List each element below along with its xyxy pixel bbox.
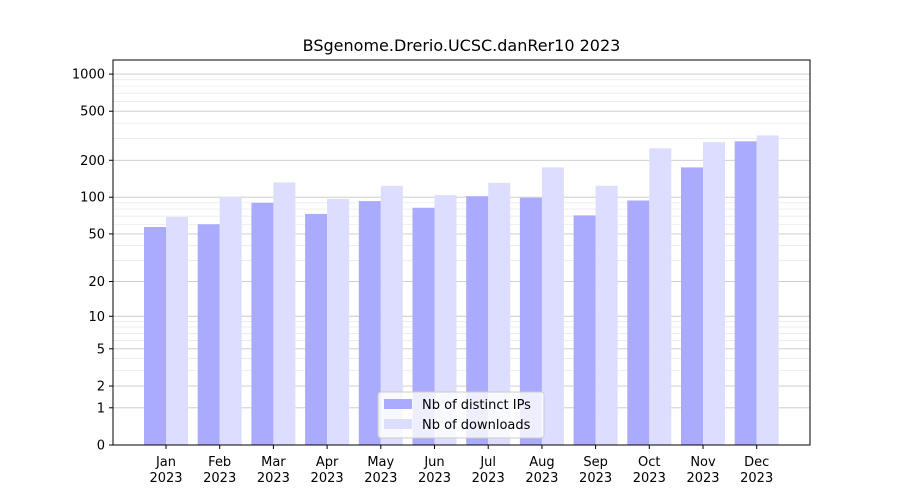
x-tick-sublabel: 2023 [311,471,344,486]
bar-downloads [327,198,350,445]
bar-distinct-ips [627,200,650,445]
bar-downloads [541,167,564,445]
legend-swatch [384,419,412,429]
x-tick-label: Mar [261,455,286,470]
y-tick-label: 5 [97,342,105,357]
legend: Nb of distinct IPs Nb of downloads [377,391,545,439]
x-tick-sublabel: 2023 [579,471,612,486]
y-tick-label: 100 [80,191,105,206]
y-tick-label: 20 [88,275,105,290]
bar-distinct-ips [681,167,703,445]
legend-swatch [384,399,412,409]
x-tick-sublabel: 2023 [525,471,558,486]
x-tick-sublabel: 2023 [740,471,773,486]
x-tick-label: Nov [690,455,716,470]
x-tick-label: Sep [583,455,608,470]
bar-downloads [595,185,618,445]
x-tick-label: Oct [638,455,660,470]
legend-box [377,391,545,439]
x-tick-label: Jun [423,455,444,470]
bar-distinct-ips [734,141,757,445]
y-tick-label: 0 [97,439,105,454]
x-tick-label: Jan [155,455,176,470]
x-axis: Jan2023Feb2023Mar2023Apr2023May2023Jun20… [149,445,773,486]
x-tick-sublabel: 2023 [686,471,719,486]
bar-downloads [219,196,242,445]
y-tick-label: 1 [97,401,105,416]
x-tick-sublabel: 2023 [472,471,505,486]
bar-downloads [649,148,672,445]
legend-label: Nb of distinct IPs [422,398,531,413]
x-tick-sublabel: 2023 [257,471,290,486]
bar-downloads [380,185,403,445]
x-tick-label: May [367,455,394,470]
x-tick-sublabel: 2023 [364,471,397,486]
y-tick-label: 500 [80,105,105,120]
x-tick-label: Apr [316,455,339,470]
y-tick-label: 50 [88,227,105,242]
bar-distinct-ips [197,224,220,445]
bar-downloads [703,142,725,445]
bar-distinct-ips [144,226,166,445]
bar-distinct-ips [412,207,435,445]
legend-label: Nb of downloads [422,418,531,433]
plot-frame [112,59,811,446]
x-tick-label: Feb [208,455,231,470]
x-tick-sublabel: 2023 [418,471,451,486]
chart-title: BSgenome.Drerio.UCSC.danRer10 2023 [303,36,621,55]
bar-distinct-ips [519,197,542,445]
bar-downloads [488,182,511,445]
bar-distinct-ips [466,196,489,445]
bar-distinct-ips [305,213,328,445]
bar-downloads [273,182,296,446]
x-tick-label: Jul [479,455,496,470]
y-tick-label: 10 [88,310,105,325]
x-tick-sublabel: 2023 [633,471,666,486]
bar-downloads [434,195,457,445]
x-tick-sublabel: 2023 [149,471,182,486]
x-tick-label: Aug [529,455,554,470]
bar-distinct-ips [573,215,596,445]
bar-distinct-ips [251,202,274,445]
x-tick-sublabel: 2023 [203,471,236,486]
bar-distinct-ips [358,201,381,445]
x-tick-label: Dec [744,455,769,470]
bar-downloads [756,135,779,445]
y-tick-label: 200 [80,154,105,169]
bar-downloads [166,216,188,445]
y-axis: 0 1 2 5 10 20 50 100 200 500 1000 [72,68,113,454]
bars [144,135,779,446]
y-tick-label: 1000 [72,68,105,83]
y-tick-label: 2 [97,380,105,395]
